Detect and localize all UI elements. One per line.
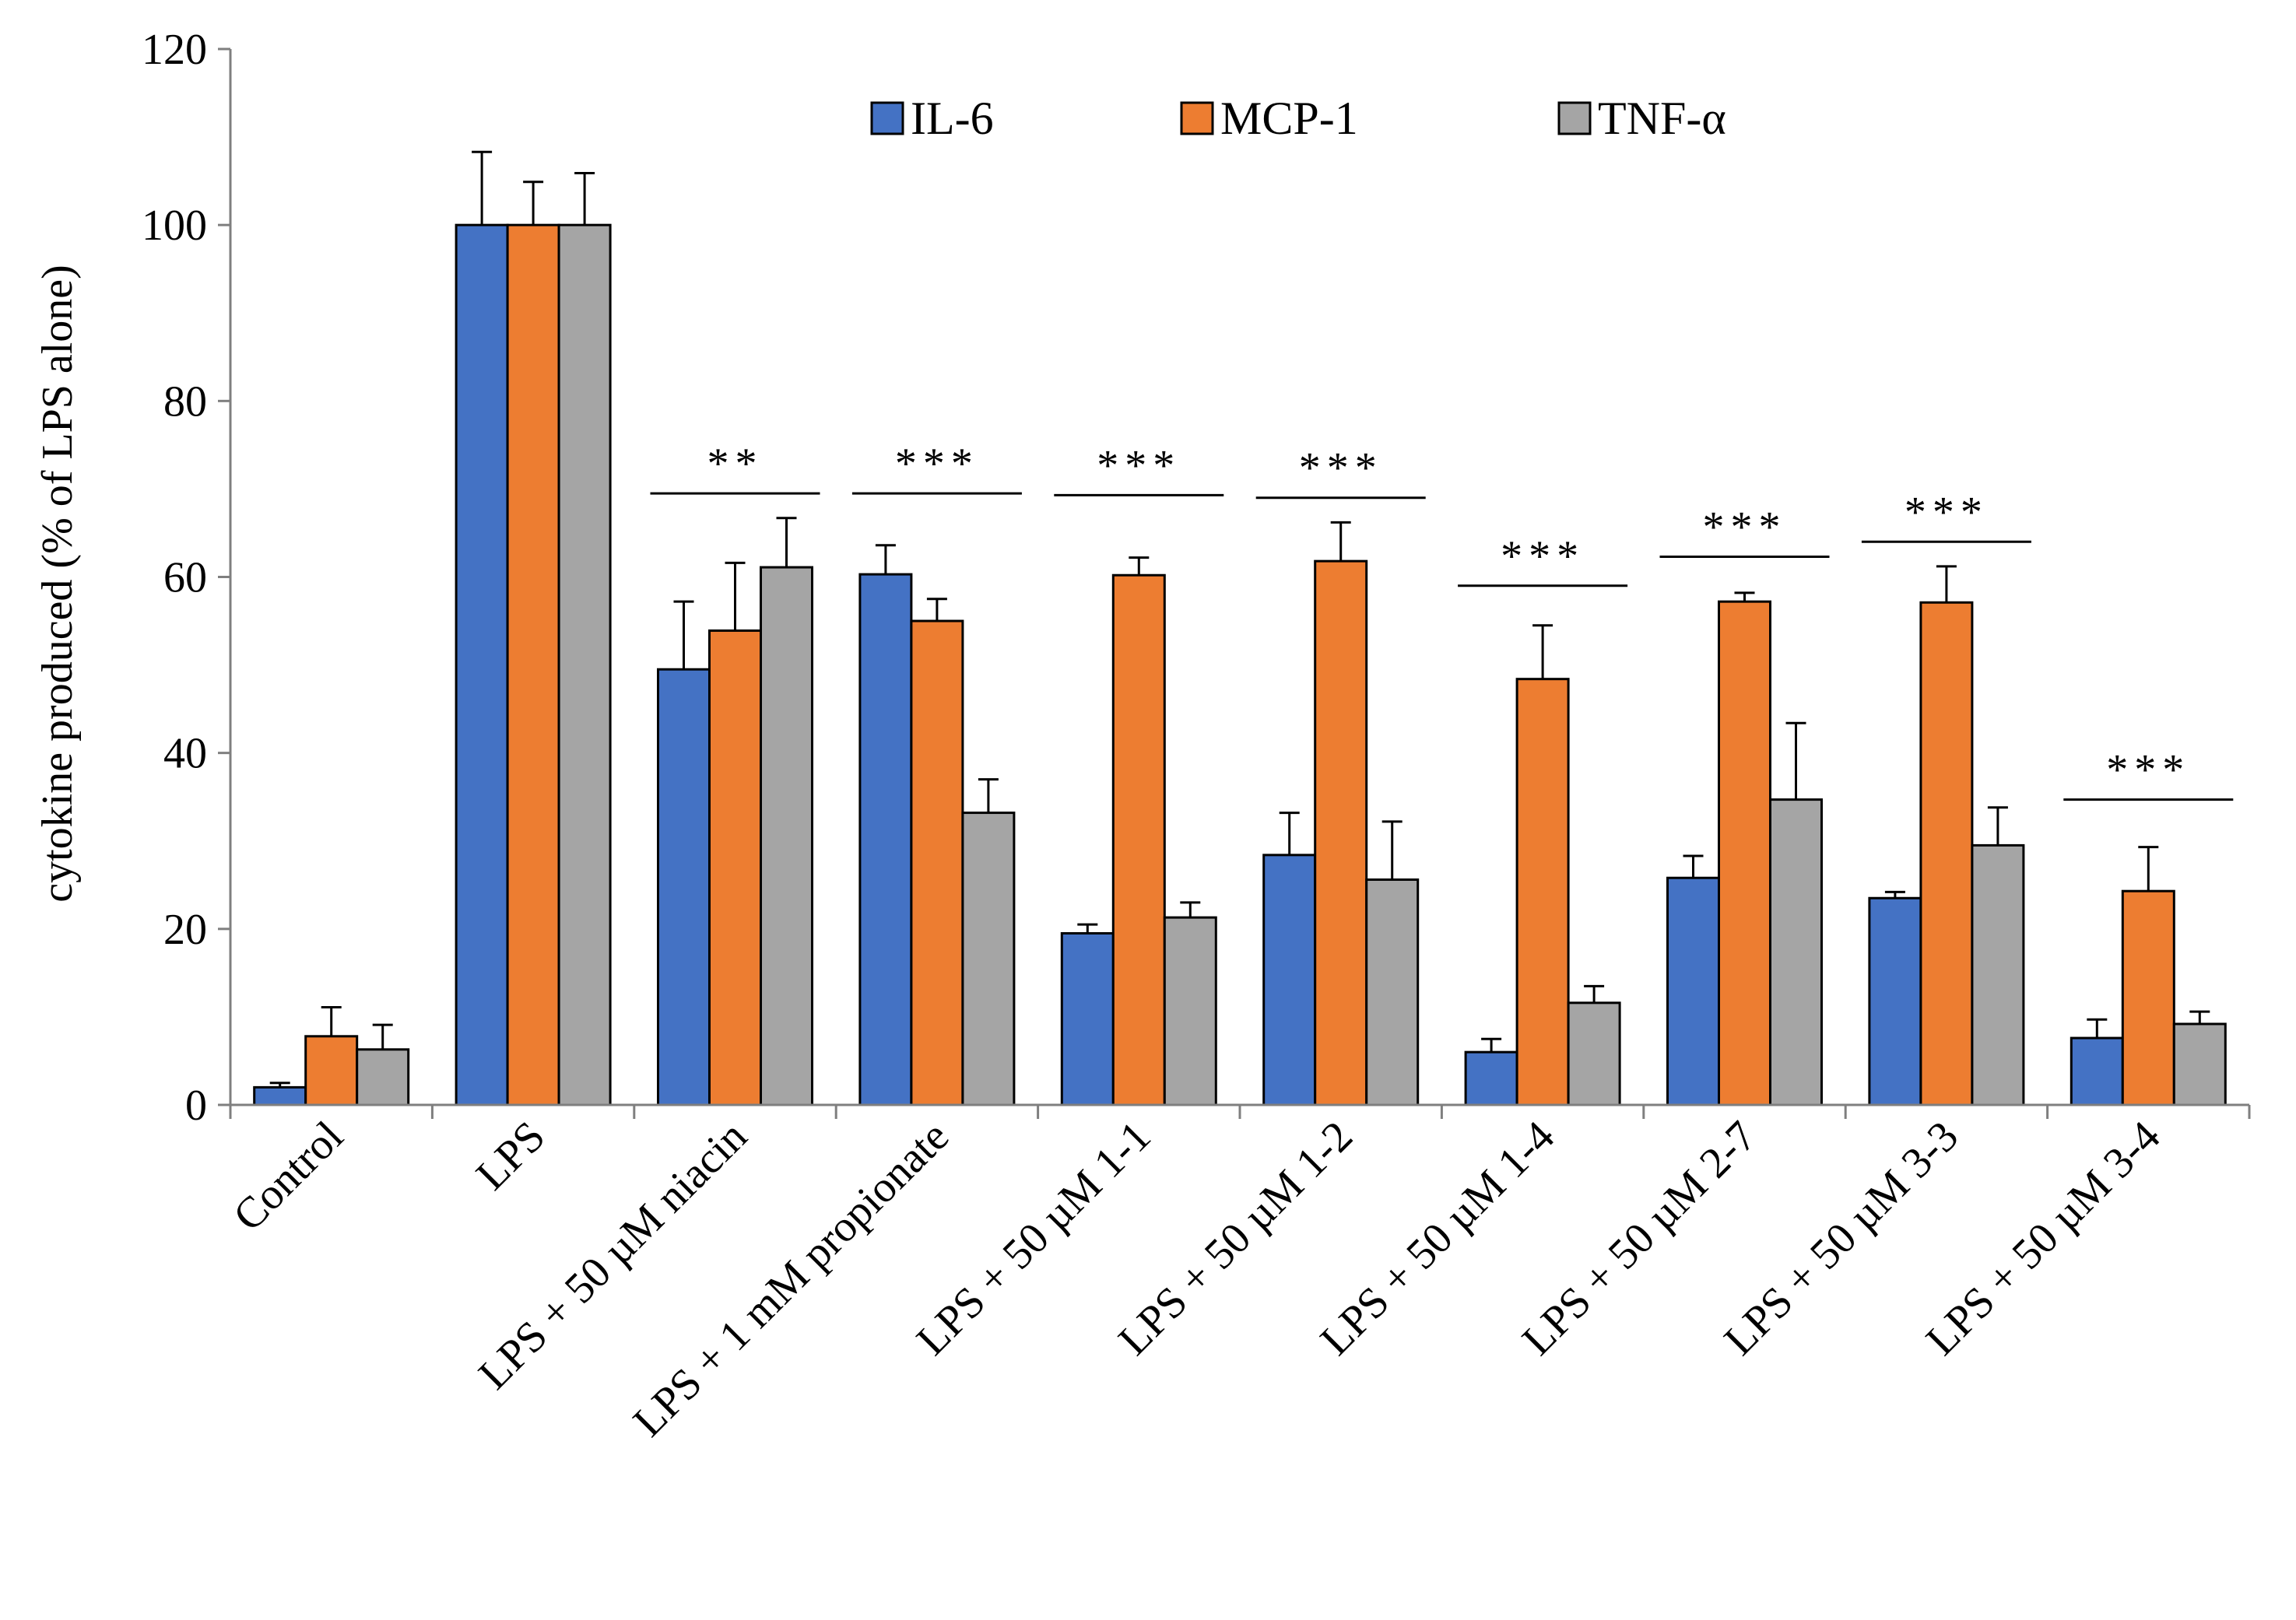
bar-mcp-1 (910, 619, 964, 1106)
y-tick-label: 120 (142, 26, 207, 74)
bar-mcp-1 (1919, 601, 1974, 1106)
bar-tnf- (356, 1048, 410, 1106)
significance-stars: *** (1703, 503, 1787, 551)
legend-label: TNF-α (1598, 93, 1726, 144)
y-tick-label: 40 (163, 730, 207, 778)
bar-il-6 (2070, 1036, 2124, 1106)
bars (253, 223, 2227, 1106)
bar-tnf- (1971, 843, 2025, 1106)
y-axis-label: cytokine produced (% of LPS alone) (33, 265, 82, 903)
bar-tnf- (760, 566, 813, 1106)
significance-stars: *** (1501, 532, 1585, 580)
bar-mcp-1 (1718, 600, 1771, 1106)
significance-stars: *** (895, 440, 979, 488)
bar-tnf- (1365, 878, 1420, 1106)
legend-swatch (1557, 101, 1592, 135)
bar-tnf- (1769, 798, 1823, 1106)
y-tick-label: 60 (163, 554, 207, 602)
legend-label: IL-6 (911, 93, 994, 144)
bar-il-6 (455, 223, 509, 1106)
bar-il-6 (1262, 854, 1317, 1106)
significance-stars: *** (1905, 488, 1989, 536)
bar-il-6 (1666, 876, 1720, 1106)
bar-il-6 (657, 668, 711, 1106)
bar-tnf- (1567, 1001, 1621, 1106)
significance-annotations: ** *** *** ********* ****** (650, 440, 2234, 801)
x-category-label: LPS (467, 1112, 554, 1199)
y-tick-label: 80 (163, 377, 207, 426)
bar-mcp-1 (1111, 573, 1166, 1106)
y-tick-label: 20 (163, 906, 207, 954)
y-tick-label: 100 (142, 202, 207, 250)
bar-mcp-1 (304, 1035, 359, 1106)
y-tick-label: 0 (185, 1082, 207, 1130)
x-category-label: Control (224, 1112, 353, 1240)
bar-il-6 (253, 1085, 307, 1106)
bar-mcp-1 (1314, 559, 1368, 1106)
bar-il-6 (1464, 1050, 1518, 1106)
significance-stars: *** (2106, 746, 2190, 794)
error-bars (269, 150, 2210, 1088)
bar-tnf- (961, 812, 1016, 1106)
bar-tnf- (557, 223, 612, 1106)
bar-mcp-1 (1515, 678, 1570, 1106)
bar-il-6 (1060, 931, 1115, 1106)
legend-swatch (870, 101, 904, 135)
bar-mcp-1 (2121, 889, 2175, 1106)
bar-tnf- (1163, 916, 1217, 1106)
significance-stars: *** (1299, 444, 1383, 493)
legend: IL-6 MCP-1 TNF-α (870, 93, 1726, 144)
significance-stars: ** (707, 440, 764, 488)
legend-label: MCP-1 (1220, 93, 1358, 144)
significance-stars: *** (1097, 441, 1181, 489)
legend-swatch (1180, 101, 1214, 135)
bar-tnf- (2172, 1022, 2227, 1106)
bar-il-6 (858, 573, 913, 1106)
bar-mcp-1 (708, 629, 762, 1106)
bar-il-6 (1868, 896, 1922, 1106)
bar-mcp-1 (506, 223, 560, 1106)
